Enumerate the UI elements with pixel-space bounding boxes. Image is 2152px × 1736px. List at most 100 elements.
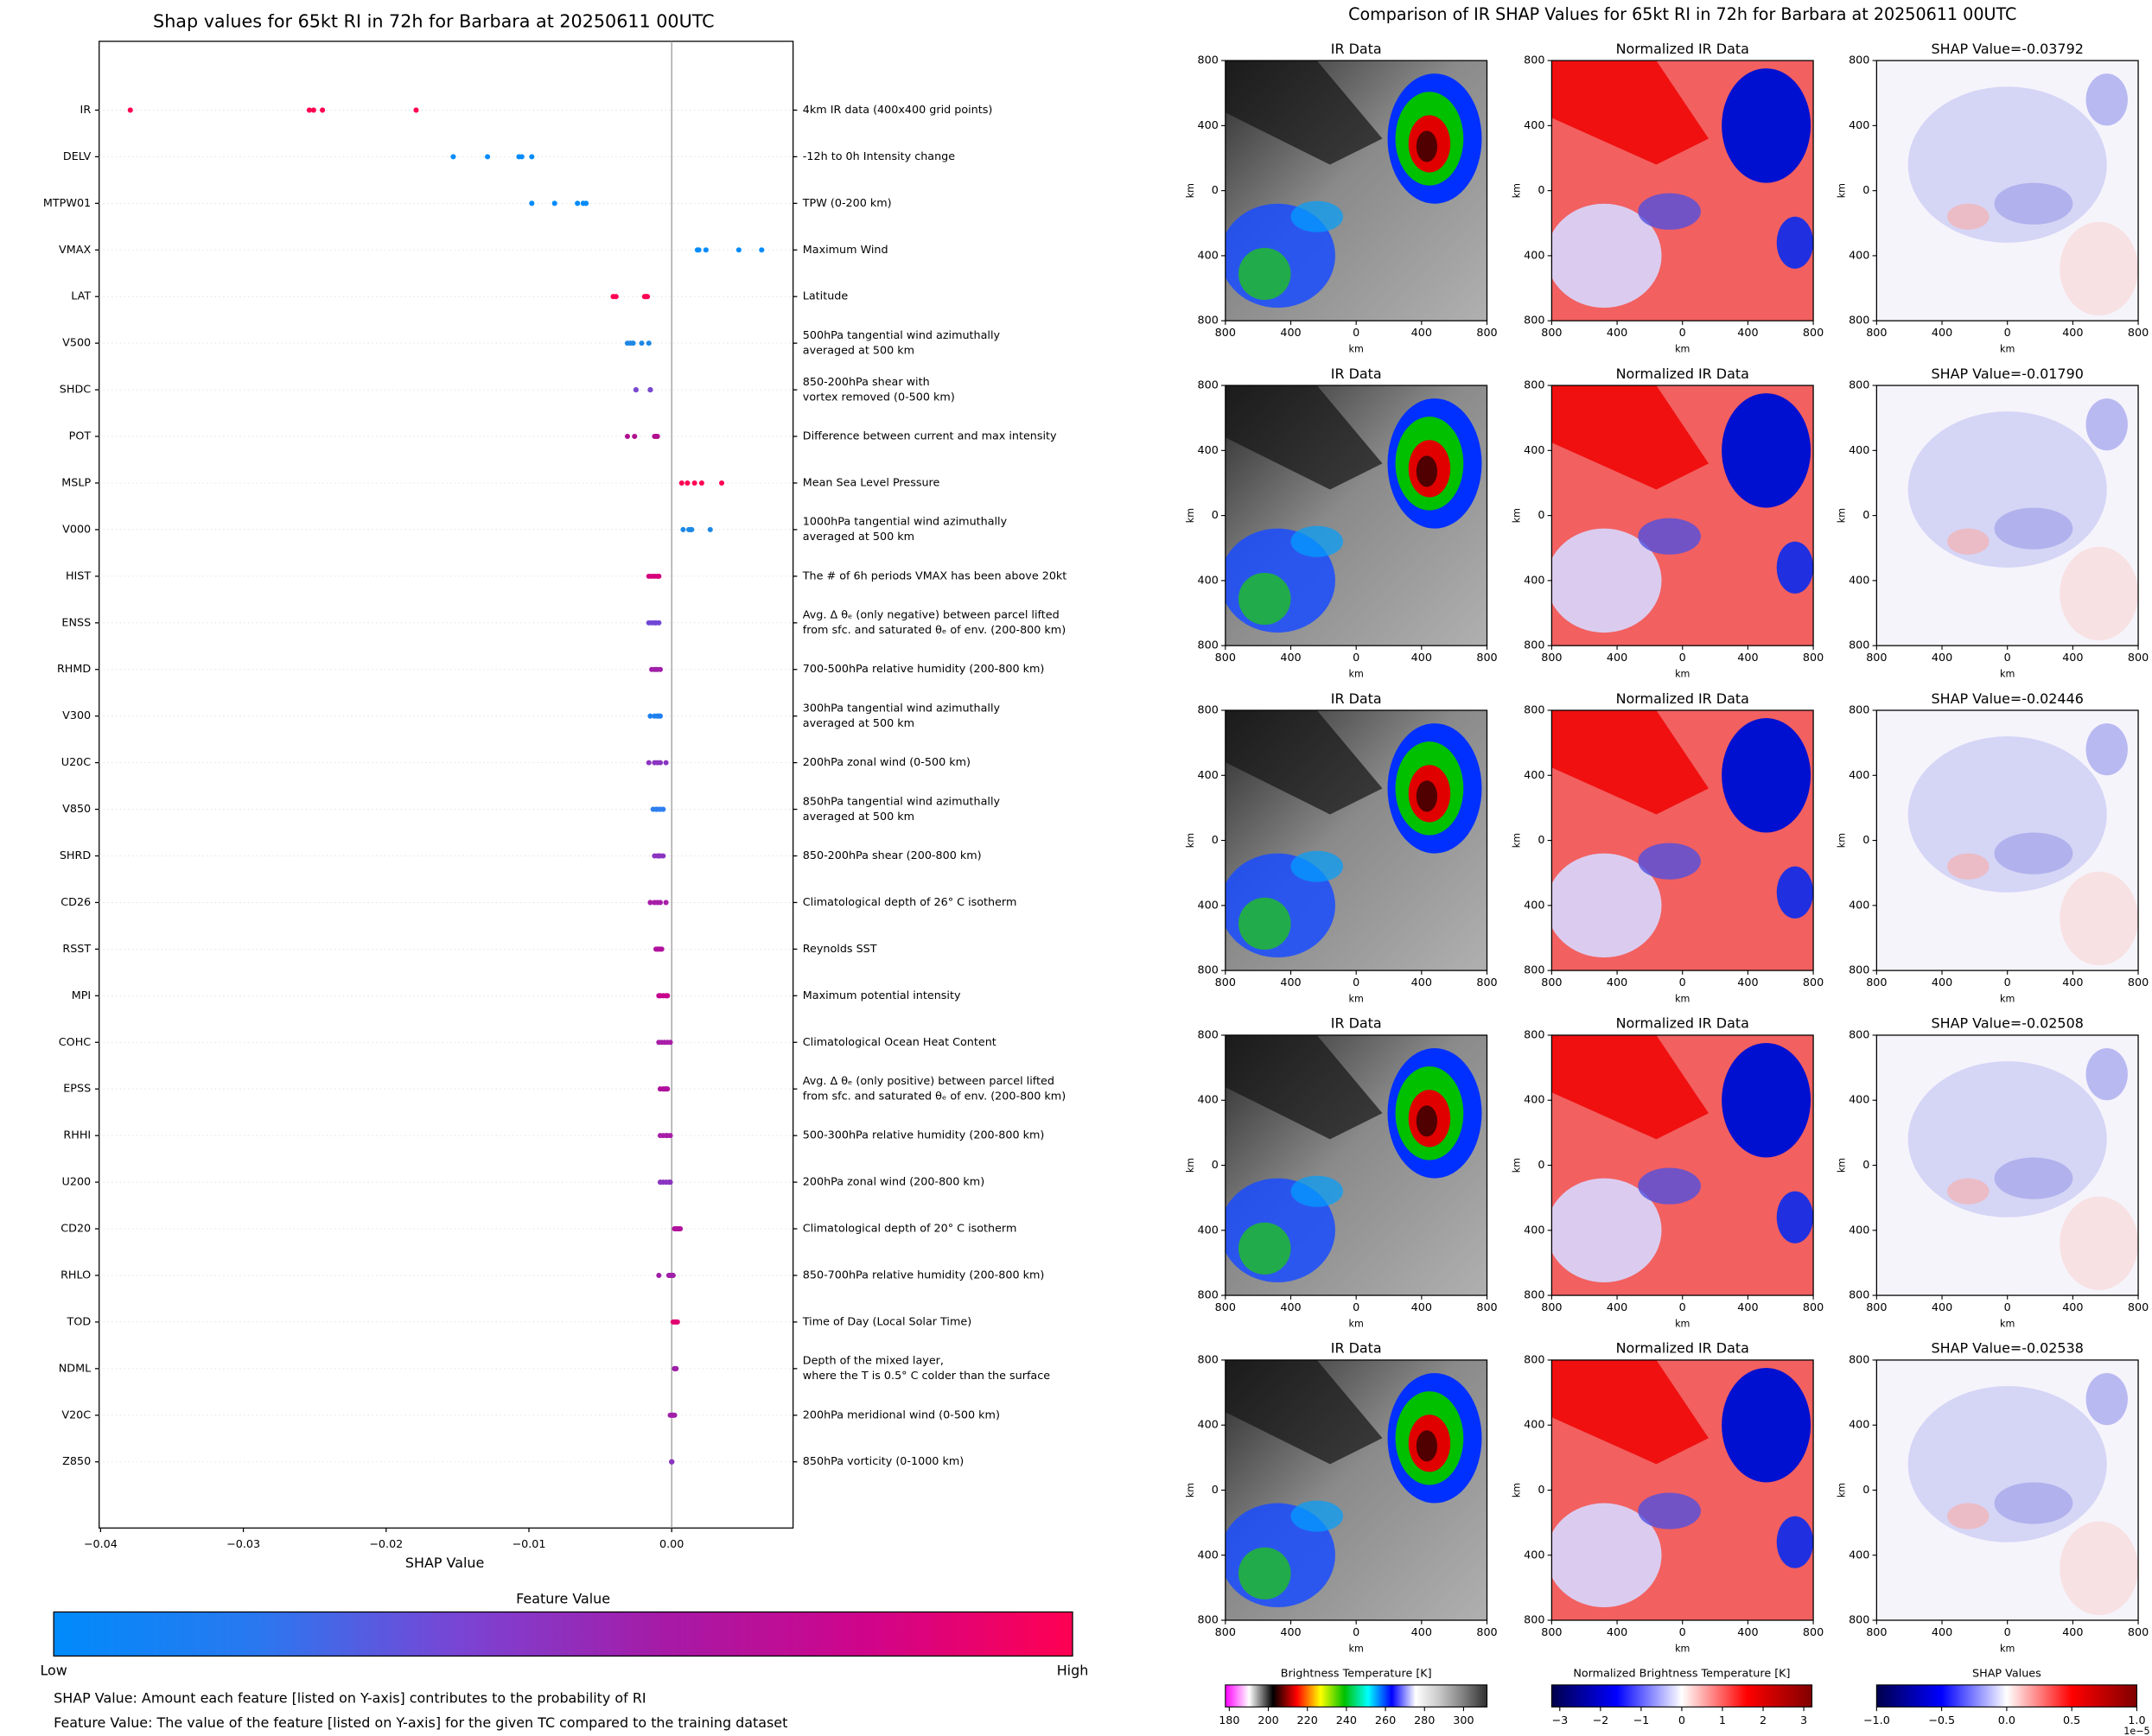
y-tick-label: 400 [1849, 119, 1869, 132]
x-axis-label: km [2000, 1319, 2015, 1330]
y-tick-label: 400 [1524, 1224, 1544, 1237]
colorbar-tick-label: 0 [1678, 1714, 1685, 1727]
x-tick-label: 800 [1541, 1626, 1562, 1639]
shap-dot [127, 107, 133, 113]
colorbar-tick-label: 220 [1297, 1714, 1318, 1727]
x-tick-label: −0.04 [84, 1538, 118, 1551]
x-tick-label: 400 [2062, 1301, 2083, 1314]
x-tick-label: −0.02 [369, 1538, 403, 1551]
x-tick-label: 400 [1411, 327, 1432, 340]
feature-label: MPI [72, 989, 91, 1002]
y-tick-label: 800 [1849, 964, 1869, 977]
y-tick-label: 800 [1849, 1353, 1869, 1366]
feature-label: V20C [61, 1409, 91, 1421]
feature-description: Depth of the mixed layer, [803, 1355, 944, 1368]
feature-description: 200hPa zonal wind (0-500 km) [803, 756, 971, 769]
x-tick-label: 400 [1280, 327, 1301, 340]
y-tick-label: 400 [1524, 119, 1544, 132]
shap-dot [306, 107, 312, 113]
x-axis-label: km [1349, 669, 1364, 680]
feature-description: Maximum potential intensity [803, 989, 961, 1002]
y-tick-label: 0 [1212, 834, 1219, 847]
x-tick-label: 800 [1803, 976, 1824, 989]
image-panel [1551, 385, 1814, 646]
colorbar-offset: 1e−5 [2123, 1726, 2149, 1736]
y-tick-label: 800 [1198, 1289, 1219, 1302]
x-tick-label: 400 [1932, 327, 1952, 340]
x-tick-label: 800 [1866, 652, 1887, 665]
feature-description: Time of Day (Local Solar Time) [802, 1315, 971, 1328]
y-tick-label: 800 [1198, 1028, 1219, 1041]
feature-label: CD26 [60, 896, 91, 909]
feature-label: Z850 [62, 1455, 91, 1468]
feature-label: RHLO [60, 1269, 91, 1281]
x-tick-label: 400 [1280, 1626, 1301, 1639]
feature-label: SHRD [60, 849, 92, 862]
feature-label: U200 [62, 1176, 92, 1189]
y-axis-label: km [1512, 183, 1523, 198]
x-tick-label: 0 [1679, 1626, 1686, 1639]
y-tick-label: 800 [1198, 639, 1219, 652]
shap-dot [684, 480, 691, 486]
shap-dot [657, 713, 664, 719]
y-tick-label: 400 [1524, 574, 1544, 587]
colorbar [1875, 1684, 2138, 1707]
image-panel [1225, 1359, 1487, 1621]
image-panel [1225, 1034, 1487, 1296]
y-tick-label: 400 [1849, 1548, 1869, 1561]
x-axis-label: km [2000, 344, 2015, 355]
image-panel [1551, 60, 1814, 321]
y-tick-label: 400 [1849, 249, 1869, 262]
panel-title: SHAP Value=-0.02446 [1932, 690, 2084, 707]
feature-description: 4km IR data (400x400 grid points) [803, 104, 993, 117]
y-tick-label: 400 [1849, 1094, 1869, 1107]
x-tick-label: 800 [1803, 1626, 1824, 1639]
feature-description: Climatological depth of 26° C isotherm [803, 896, 1017, 909]
y-tick-label: 400 [1524, 1094, 1544, 1107]
plot-area [99, 41, 794, 1529]
shap-dot [703, 247, 709, 253]
y-axis-label: km [1512, 508, 1523, 523]
feature-description: 700-500hPa relative humidity (200-800 km… [803, 663, 1045, 676]
colorbar-tick-label: −2 [1592, 1714, 1608, 1727]
x-tick-label: 800 [1215, 652, 1236, 665]
shap-dot [665, 1086, 671, 1092]
x-tick-label: 0 [1679, 327, 1686, 340]
x-tick-label: 400 [1411, 1626, 1432, 1639]
shap-dot [551, 200, 557, 207]
y-tick-label: 400 [1524, 769, 1544, 782]
panel-title: Normalized IR Data [1616, 366, 1749, 382]
y-tick-label: 800 [1524, 1353, 1544, 1366]
shap-dot [656, 573, 662, 579]
y-tick-label: 800 [1198, 54, 1219, 67]
shap-dot [663, 760, 669, 766]
y-tick-label: 800 [1849, 1028, 1869, 1041]
feature-label: U20C [61, 756, 92, 769]
y-tick-label: 800 [1198, 704, 1219, 717]
shap-dot [670, 1272, 676, 1278]
shap-dot [485, 154, 491, 160]
y-tick-label: 400 [1198, 899, 1219, 912]
y-tick-label: 800 [1849, 54, 1869, 67]
y-tick-label: 800 [1849, 1289, 1869, 1302]
x-tick-label: 400 [1932, 976, 1952, 989]
shap-dot [665, 993, 671, 999]
x-tick-label: 400 [1607, 652, 1627, 665]
x-axis-label: km [1675, 669, 1690, 680]
y-axis-label: km [1837, 833, 1848, 848]
image-panel [1225, 60, 1487, 321]
y-tick-label: 800 [1524, 639, 1544, 652]
shap-dot [660, 853, 666, 859]
panel-title: Normalized IR Data [1616, 41, 1749, 57]
y-tick-label: 400 [1849, 899, 1869, 912]
feature-label: RSST [62, 943, 91, 956]
y-tick-label: 800 [1198, 1614, 1219, 1627]
x-tick-label: 800 [1215, 1301, 1236, 1314]
y-tick-label: 800 [1524, 1028, 1544, 1041]
feature-label: V000 [62, 523, 91, 536]
x-tick-label: 400 [1607, 1301, 1627, 1314]
x-tick-label: 0 [2004, 1626, 2011, 1639]
shap-dot [645, 294, 651, 300]
y-tick-label: 400 [1198, 249, 1219, 262]
